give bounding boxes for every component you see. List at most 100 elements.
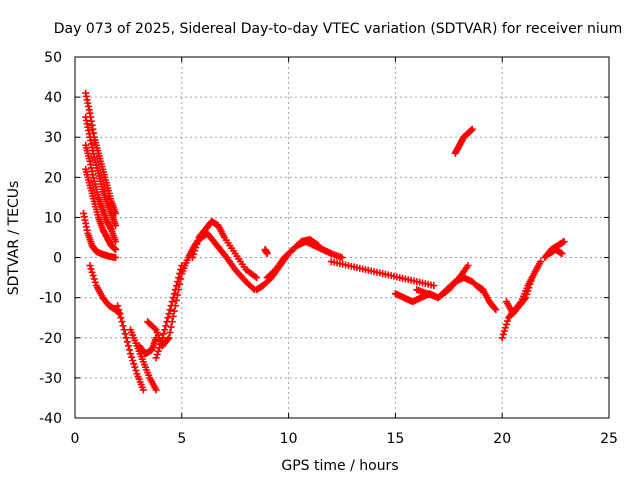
chart-title: Day 073 of 2025, Sidereal Day-to-day VTE… — [54, 21, 623, 37]
data-point — [131, 363, 139, 371]
series-arc-f — [135, 334, 160, 358]
axis-ticks: 0 5 10 15 20 25 -40 -30 -20 -10 0 10 20 30 40 50 — [39, 50, 618, 447]
series-arc-i — [178, 229, 258, 294]
y-tick-label: 30 — [44, 130, 62, 146]
data-point — [121, 330, 129, 338]
x-tick-label: 10 — [280, 431, 298, 447]
data-point — [158, 337, 166, 345]
data-point — [152, 386, 160, 394]
data-point — [117, 314, 125, 322]
data-point — [174, 291, 182, 299]
data-point — [153, 350, 161, 358]
data-point — [500, 327, 508, 335]
data-point — [130, 360, 138, 368]
data-point — [190, 250, 198, 258]
data-point — [169, 294, 177, 302]
series-arc-j — [188, 217, 261, 282]
data-point — [191, 247, 199, 255]
data-point — [152, 354, 160, 362]
data-point — [174, 278, 182, 286]
data-point — [165, 310, 173, 318]
data-point — [114, 302, 122, 310]
series-arc-d — [114, 302, 147, 394]
series-arc-l — [263, 236, 323, 282]
data-point — [89, 272, 97, 280]
x-tick-label: 5 — [177, 431, 186, 447]
series-arc-u — [545, 246, 566, 258]
data-point — [491, 304, 499, 312]
data-point — [112, 221, 120, 229]
data-point — [167, 302, 175, 310]
data-point — [129, 357, 137, 365]
data-point — [537, 258, 545, 266]
data-point — [170, 307, 178, 315]
series-arc-isolated — [261, 246, 271, 258]
data-point — [172, 282, 180, 290]
data-point — [464, 262, 472, 270]
x-tick-label: 20 — [493, 431, 511, 447]
data-point — [525, 284, 533, 292]
series-arc-m — [327, 258, 438, 290]
data-point — [521, 295, 529, 303]
y-tick-label: 0 — [53, 251, 62, 267]
data-point — [504, 317, 512, 325]
plot-frame — [74, 56, 610, 419]
data-point — [161, 326, 169, 334]
data-point — [171, 286, 179, 294]
data-point — [128, 353, 136, 361]
data-point — [502, 320, 510, 328]
x-tick-label: 15 — [386, 431, 404, 447]
data-point — [315, 242, 323, 250]
grid — [75, 57, 609, 418]
y-tick-label: 20 — [44, 170, 62, 186]
x-tick-label: 25 — [600, 431, 618, 447]
data-point — [528, 274, 536, 282]
y-axis-title: SDTVAR / TECUs — [6, 181, 22, 296]
data-point — [165, 334, 173, 342]
data-point — [526, 280, 534, 288]
data-point — [112, 254, 120, 262]
data-point — [524, 287, 532, 295]
y-tick-label: -40 — [39, 411, 62, 427]
data-point — [119, 322, 127, 330]
data-point — [91, 278, 99, 286]
data-point — [527, 277, 535, 285]
data-point — [112, 246, 120, 254]
y-tick-label: -20 — [39, 331, 62, 347]
data-point — [132, 367, 140, 375]
data-point — [156, 340, 164, 348]
data-point — [86, 262, 94, 270]
data-point — [139, 386, 147, 394]
y-tick-label: -30 — [39, 371, 62, 387]
data-point — [151, 324, 159, 332]
data-point — [125, 346, 133, 354]
series-arc-c — [86, 262, 124, 318]
data-point — [167, 323, 175, 331]
data-point — [123, 338, 131, 346]
data-point — [501, 324, 509, 332]
data-point — [558, 250, 566, 258]
data-point — [169, 312, 177, 320]
data-point — [166, 306, 174, 314]
data-point — [522, 294, 530, 302]
data-point — [468, 125, 476, 133]
y-tick-label: 50 — [44, 50, 62, 66]
series-arc-a2 — [82, 113, 120, 229]
data-point — [162, 322, 170, 330]
data-point — [120, 326, 128, 334]
data-point — [112, 238, 120, 246]
data-point — [492, 306, 500, 314]
series-arc-s — [502, 274, 536, 318]
series-arc-h — [152, 262, 186, 362]
data-point — [192, 244, 200, 252]
series-arc-o — [413, 262, 472, 302]
data-point — [159, 334, 167, 342]
data-point — [498, 334, 506, 342]
data-point — [166, 328, 174, 336]
y-tick-label: 40 — [44, 90, 62, 106]
data-point — [194, 237, 202, 245]
series-arc-q — [473, 282, 500, 314]
data-point — [253, 274, 261, 282]
data-point — [164, 314, 172, 322]
